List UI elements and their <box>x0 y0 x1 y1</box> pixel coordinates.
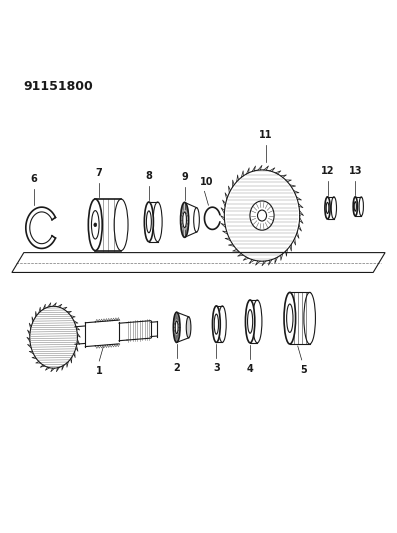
Text: 12: 12 <box>321 166 334 176</box>
Ellipse shape <box>359 197 363 216</box>
Ellipse shape <box>212 306 220 342</box>
Text: 9: 9 <box>181 172 188 182</box>
Ellipse shape <box>153 202 162 241</box>
Text: 6: 6 <box>30 174 37 184</box>
Ellipse shape <box>183 212 187 228</box>
Ellipse shape <box>248 310 252 333</box>
Ellipse shape <box>331 197 337 219</box>
Ellipse shape <box>94 223 97 227</box>
Ellipse shape <box>258 210 266 221</box>
Text: 7: 7 <box>96 168 103 178</box>
Ellipse shape <box>173 312 180 342</box>
Ellipse shape <box>287 304 293 333</box>
Text: 2: 2 <box>173 363 180 373</box>
Ellipse shape <box>194 208 199 232</box>
Ellipse shape <box>245 300 255 343</box>
Ellipse shape <box>252 300 262 343</box>
Ellipse shape <box>214 314 218 334</box>
Ellipse shape <box>250 201 274 230</box>
Text: 13: 13 <box>349 166 362 176</box>
Ellipse shape <box>181 203 189 237</box>
Ellipse shape <box>146 211 151 233</box>
Ellipse shape <box>284 293 296 344</box>
Text: 4: 4 <box>247 364 254 374</box>
Text: 1: 1 <box>96 366 103 376</box>
Ellipse shape <box>354 201 357 211</box>
Ellipse shape <box>218 306 226 342</box>
Ellipse shape <box>175 321 178 334</box>
Ellipse shape <box>304 293 316 344</box>
Ellipse shape <box>326 203 329 214</box>
Text: 10: 10 <box>200 176 213 187</box>
Text: 5: 5 <box>300 365 307 375</box>
Ellipse shape <box>88 199 102 251</box>
Text: 91151800: 91151800 <box>24 80 94 93</box>
Ellipse shape <box>325 197 330 219</box>
Text: 11: 11 <box>259 130 273 140</box>
Text: 8: 8 <box>145 171 152 181</box>
Text: 3: 3 <box>213 363 220 373</box>
Ellipse shape <box>91 211 99 239</box>
Ellipse shape <box>145 202 153 241</box>
Ellipse shape <box>114 199 128 251</box>
Ellipse shape <box>186 317 191 338</box>
Ellipse shape <box>353 197 357 216</box>
